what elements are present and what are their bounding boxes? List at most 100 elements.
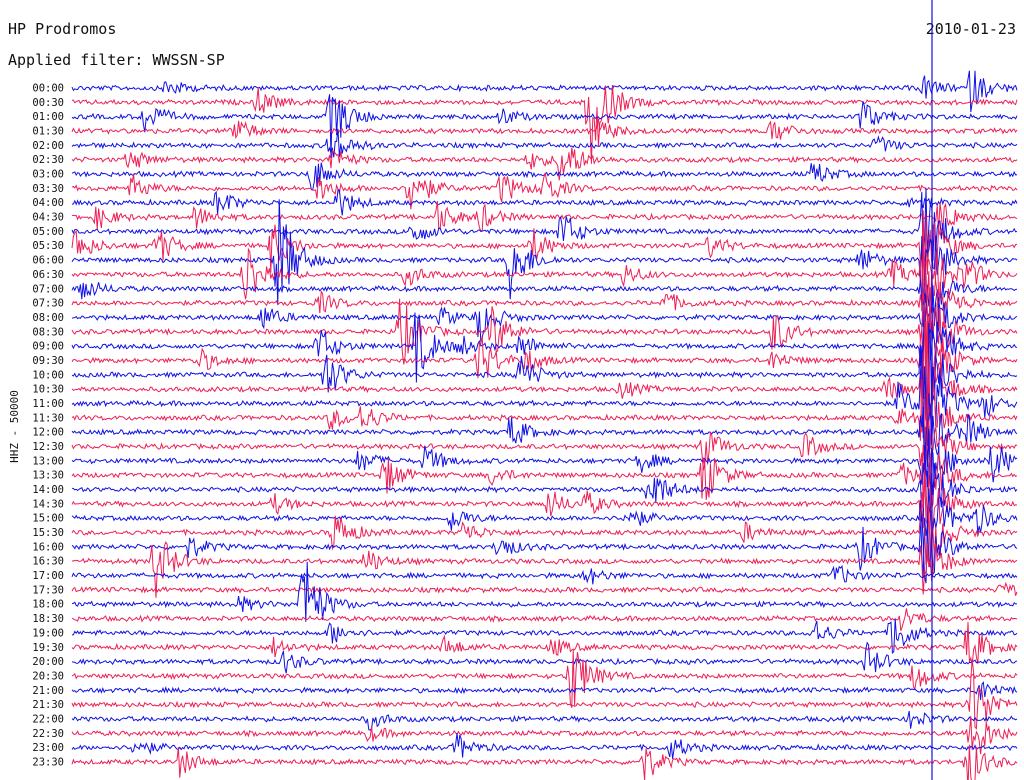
trace-row [71, 445, 1018, 527]
trace-row [71, 561, 1018, 622]
trace-row [71, 608, 1018, 631]
trace-row [71, 378, 1018, 463]
trace-row [71, 659, 1018, 730]
trace-row [71, 328, 1018, 413]
row-time-label: 09:00 [32, 341, 64, 353]
trace-row [71, 488, 1018, 578]
trace-row [71, 94, 1018, 158]
trace-row [71, 199, 1018, 306]
trace-row [71, 187, 1018, 261]
row-time-label: 21:30 [32, 699, 64, 711]
trace-row [71, 513, 1018, 584]
trace-row [71, 444, 1018, 525]
row-time-label: 23:30 [32, 756, 64, 768]
trace-row [71, 715, 1018, 755]
row-time-label: 13:30 [32, 470, 64, 482]
row-time-label: 06:30 [32, 269, 64, 281]
trace-row [71, 345, 1018, 446]
trace-row [71, 403, 1018, 486]
filter-label: Applied filter: WWSSN-SP [8, 51, 225, 69]
row-time-label: 02:00 [32, 140, 64, 152]
trace-row [71, 201, 1018, 235]
row-time-label: 11:00 [32, 398, 64, 410]
row-time-label: 15:30 [32, 527, 64, 539]
row-time-label: 00:30 [32, 97, 64, 109]
trace-row [71, 540, 1018, 598]
trace-row [71, 733, 1018, 759]
trace-row [71, 293, 1018, 383]
record-date: 2010-01-23 [925, 20, 1016, 38]
row-time-label: 14:00 [32, 484, 64, 496]
row-time-label: 05:30 [32, 240, 64, 252]
trace-row [71, 128, 1018, 158]
row-time-label: 15:00 [32, 513, 64, 525]
row-time-label: 22:30 [32, 728, 64, 740]
trace-row [71, 147, 1018, 181]
trace-row [71, 710, 1018, 731]
row-time-label: 01:00 [32, 111, 64, 123]
trace-row [71, 581, 1018, 596]
trace-row [71, 622, 1018, 666]
row-time-label: 20:30 [32, 670, 64, 682]
trace-row [71, 502, 1018, 565]
row-time-label: 10:00 [32, 369, 64, 381]
row-time-label: 19:30 [32, 642, 64, 654]
row-time-label: 02:30 [32, 154, 64, 166]
row-time-label: 22:00 [32, 713, 64, 725]
row-time-label: 17:00 [32, 570, 64, 582]
row-time-label: 21:00 [32, 685, 64, 697]
row-time-label: 05:00 [32, 226, 64, 238]
row-time-label: 16:30 [32, 556, 64, 568]
row-time-label: 08:00 [32, 312, 64, 324]
trace-row [71, 681, 1018, 701]
trace-row [71, 236, 1018, 316]
row-time-label: 18:30 [32, 613, 64, 625]
row-time-label: 04:30 [32, 212, 64, 224]
row-time-label: 03:00 [32, 169, 64, 181]
row-time-label: 07:00 [32, 283, 64, 295]
row-time-label: 19:00 [32, 627, 64, 639]
trace-row [71, 70, 1018, 113]
trace-row [71, 744, 1018, 780]
trace-row [71, 428, 1018, 490]
row-time-label: 16:00 [32, 541, 64, 553]
trace-row [71, 279, 1018, 328]
trace-row [71, 84, 1018, 164]
trace-row [71, 189, 1018, 216]
trace-row [71, 270, 1018, 336]
row-time-label: 20:00 [32, 656, 64, 668]
trace-row [71, 420, 1018, 505]
row-time-label: 18:00 [32, 599, 64, 611]
trace-row [71, 291, 1018, 421]
station-title: HP Prodromos [8, 20, 117, 38]
row-time-label: 12:00 [32, 427, 64, 439]
row-time-label: 03:30 [32, 183, 64, 195]
row-time-label: 04:00 [32, 197, 64, 209]
row-time-label: 01:30 [32, 126, 64, 138]
row-time-label: 14:30 [32, 498, 64, 510]
trace-row [71, 285, 1018, 362]
row-time-label: 08:30 [32, 326, 64, 338]
trace-row [71, 273, 1018, 394]
row-time-label: 23:00 [32, 742, 64, 754]
trace-row [71, 641, 1018, 674]
trace-row [71, 564, 1018, 585]
row-time-label: 09:30 [32, 355, 64, 367]
trace-row [71, 210, 1018, 284]
trace-row [71, 118, 1018, 140]
row-time-label: 12:30 [32, 441, 64, 453]
row-time-label: 07:30 [32, 298, 64, 310]
row-time-label: 13:00 [32, 455, 64, 467]
row-time-label: 10:30 [32, 384, 64, 396]
row-time-label: 00:00 [32, 83, 64, 95]
trace-row [71, 470, 1018, 535]
row-time-label: 11:30 [32, 412, 64, 424]
trace-row [71, 649, 1018, 708]
row-time-label: 17:30 [32, 584, 64, 596]
trace-row [71, 172, 1018, 210]
row-time-label: 06:00 [32, 255, 64, 267]
trace-row [71, 321, 1018, 448]
trace-row [71, 618, 1018, 655]
